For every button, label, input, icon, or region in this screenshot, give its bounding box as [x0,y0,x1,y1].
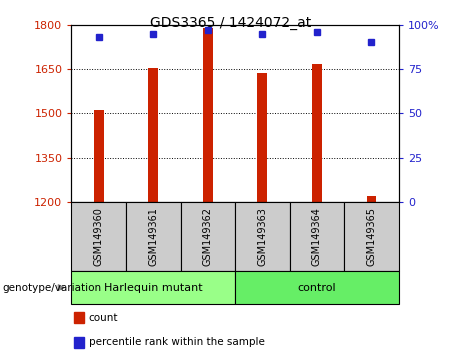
Text: percentile rank within the sample: percentile rank within the sample [89,337,265,347]
Text: Harlequin mutant: Harlequin mutant [104,282,202,293]
Text: GSM149364: GSM149364 [312,207,322,266]
Text: count: count [89,313,118,322]
Text: GSM149363: GSM149363 [257,207,267,266]
Text: GSM149360: GSM149360 [94,207,104,266]
Bar [366,196,376,202]
Text: GSM149362: GSM149362 [203,207,213,266]
Bar [258,73,267,202]
Bar [312,64,322,202]
Text: GSM149361: GSM149361 [148,207,158,266]
Text: genotype/variation: genotype/variation [2,282,101,293]
Text: control: control [298,282,336,293]
Text: GDS3365 / 1424072_at: GDS3365 / 1424072_at [150,16,311,30]
Text: GSM149365: GSM149365 [366,207,377,266]
Bar [148,68,158,202]
Bar [94,110,104,202]
Bar [203,28,213,202]
